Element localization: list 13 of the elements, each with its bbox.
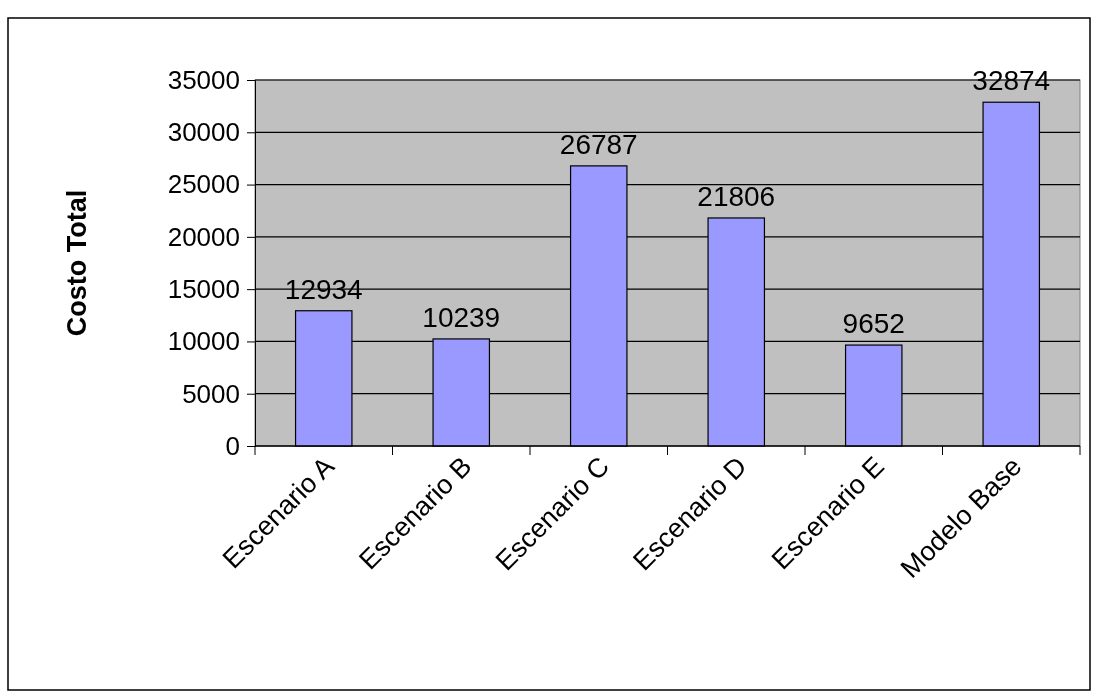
y-tick-label: 10000 <box>167 326 240 357</box>
y-tick-label: 0 <box>225 430 240 461</box>
data-label: 9652 <box>842 308 905 340</box>
y-tick-label: 15000 <box>167 273 240 304</box>
data-label: 21806 <box>697 180 776 212</box>
y-tick-label: 20000 <box>167 221 240 252</box>
data-label: 26787 <box>559 128 638 160</box>
y-tick-label: 25000 <box>167 169 240 200</box>
y-tick-label: 35000 <box>167 64 240 95</box>
y-tick-label: 5000 <box>182 378 240 409</box>
y-tick-label: 30000 <box>167 117 240 148</box>
y-axis-title: Costo Total <box>62 189 92 337</box>
data-label: 10239 <box>422 301 501 333</box>
